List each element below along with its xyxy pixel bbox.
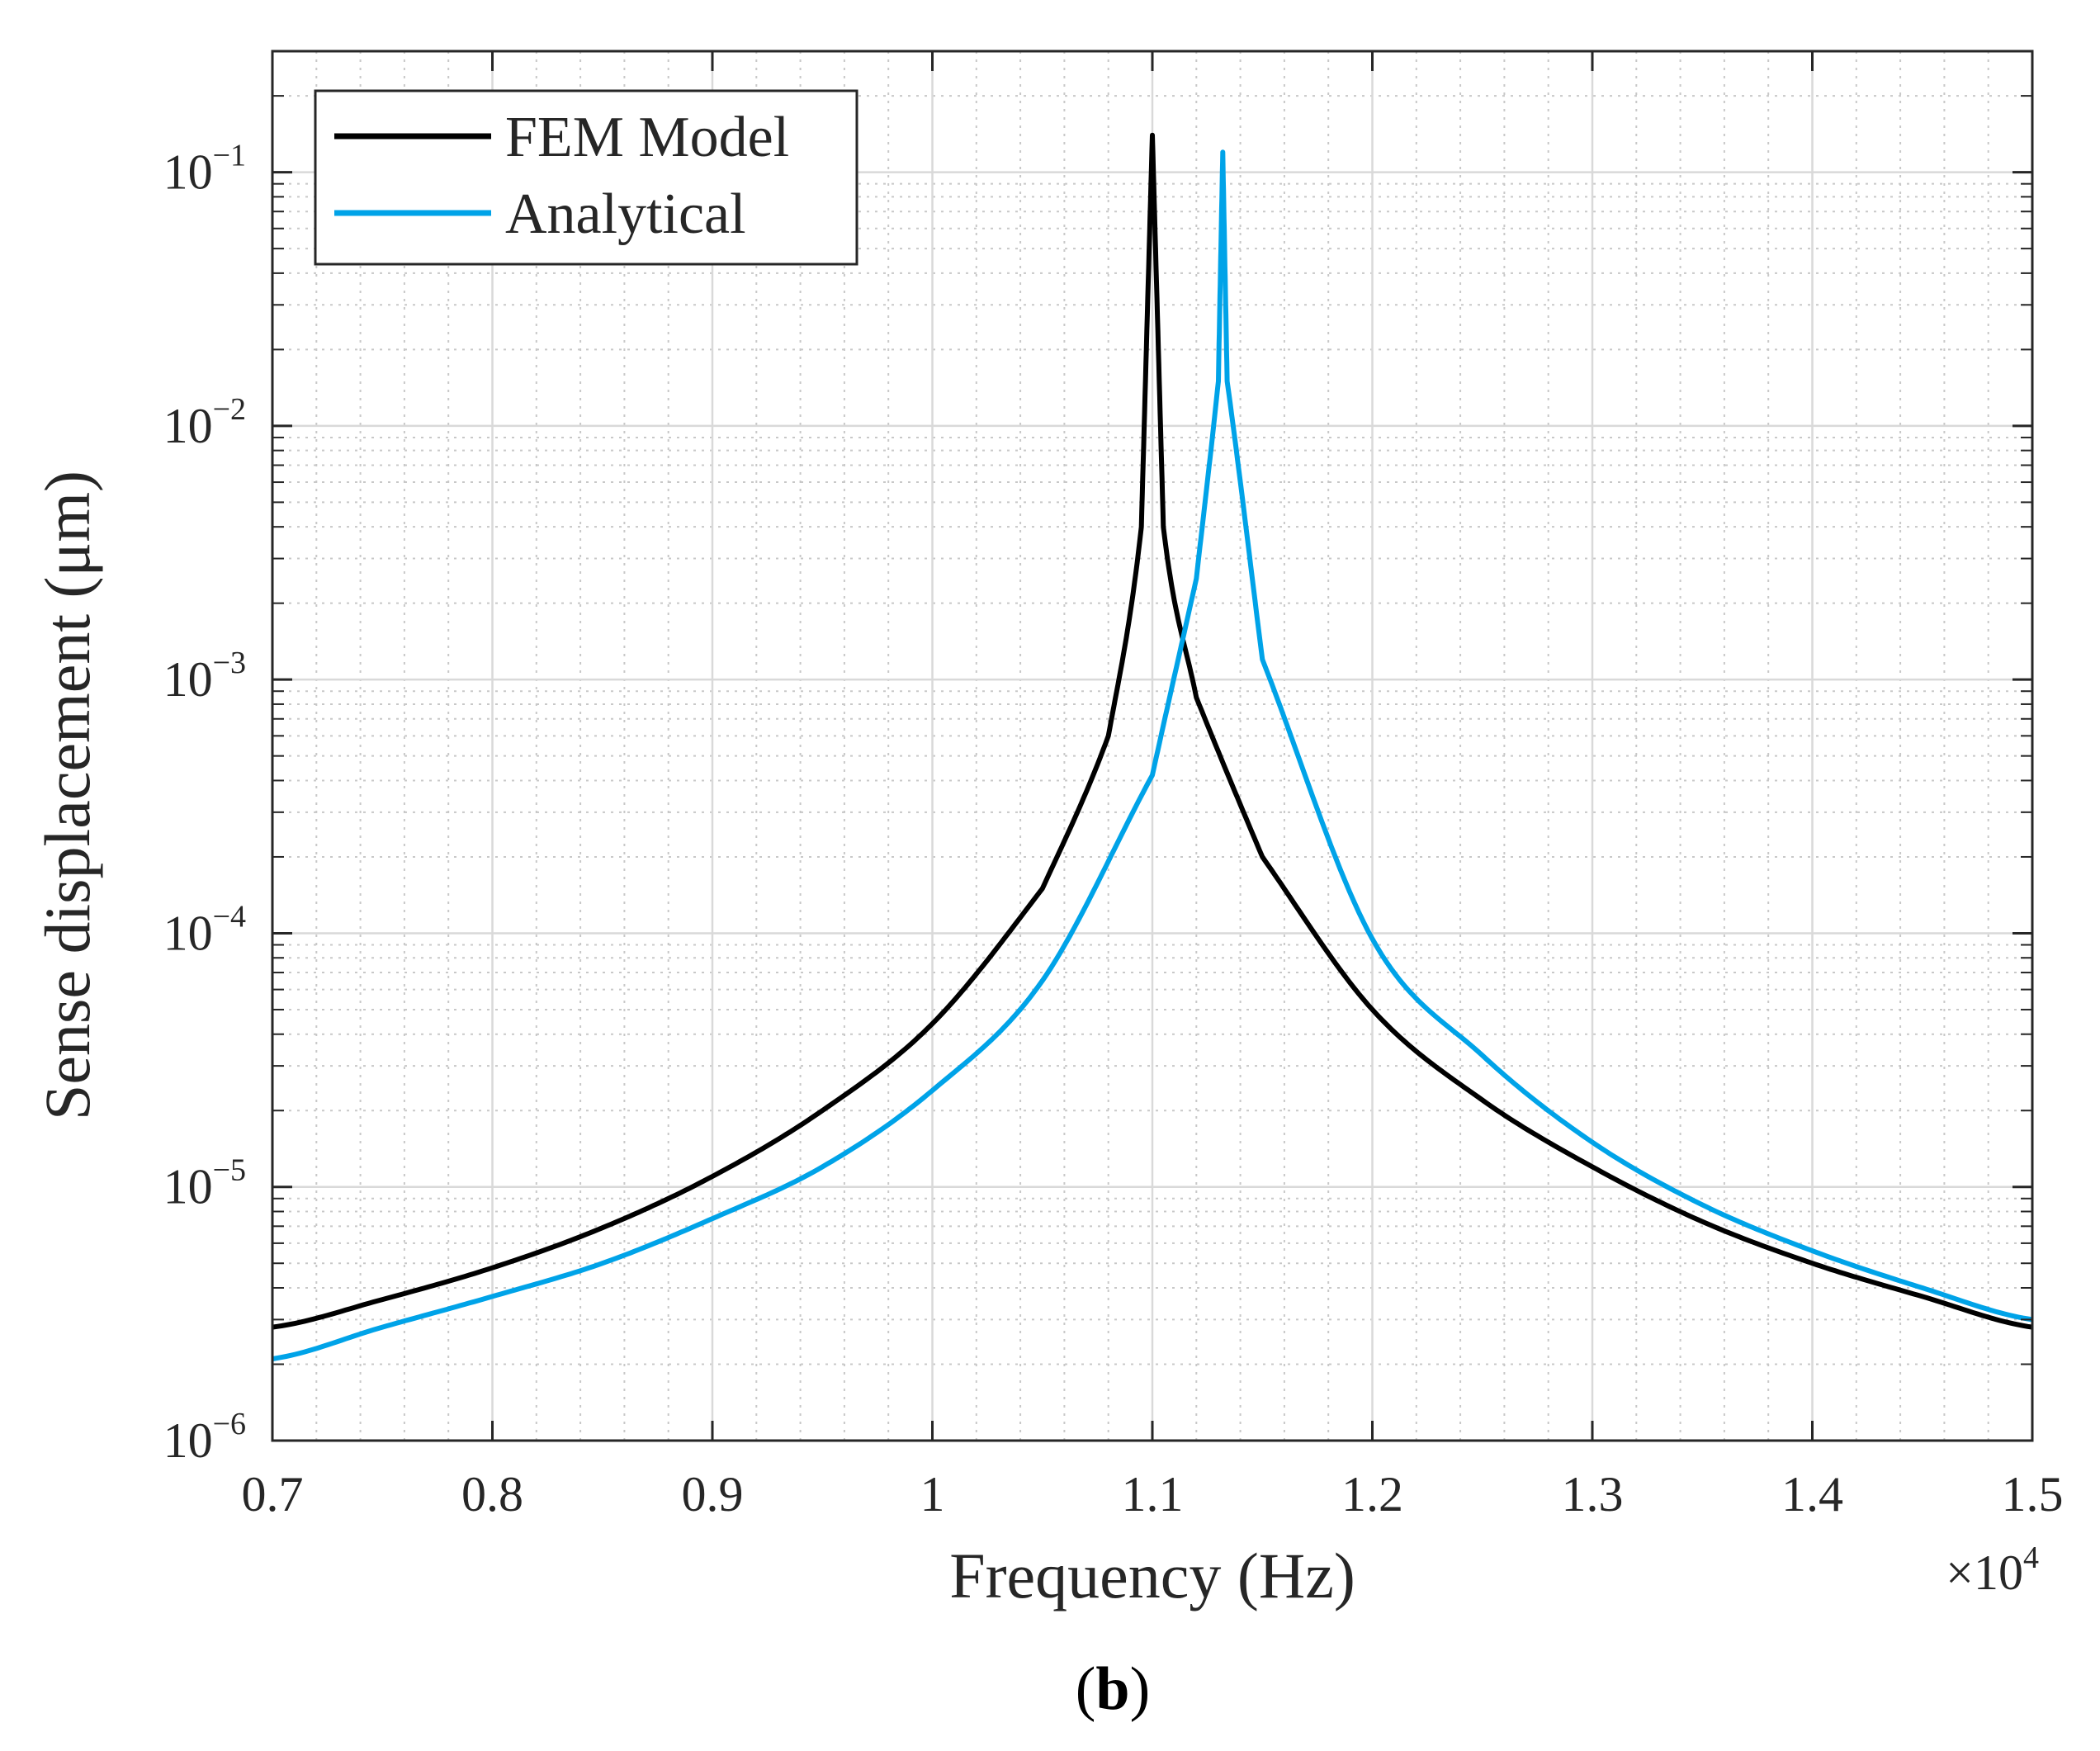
x-tick-label-0-8: 0.8 — [461, 1467, 523, 1521]
figure-caption: (b) — [1076, 1655, 1150, 1723]
y-tick-exponent: −3 — [213, 646, 246, 680]
y-tick-exponent: −4 — [213, 899, 246, 934]
x-tick-label-1: 1 — [920, 1467, 945, 1521]
x-tick-label-1-5: 1.5 — [2002, 1467, 2064, 1521]
y-tick-base: 10 — [163, 906, 213, 960]
y-tick-label-3: 10−3 — [163, 646, 246, 707]
x-axis-multiplier: ×104 — [1946, 1540, 2039, 1600]
y-tick-label-4: 10−4 — [163, 899, 246, 960]
y-tick-label-6: 10−6 — [163, 1407, 246, 1468]
x-multiplier-exponent: 4 — [2023, 1540, 2039, 1575]
x-tick-label-0-9: 0.9 — [682, 1467, 744, 1521]
series-line-fem-model — [272, 132, 2033, 1330]
series-line-analytical — [272, 149, 2033, 1361]
y-tick-label-2: 10−2 — [163, 392, 246, 453]
y-tick-base: 10 — [163, 652, 213, 707]
legend-label-fem-model: FEM Model — [505, 106, 789, 169]
x-tick-label-1-2: 1.2 — [1341, 1467, 1403, 1521]
x-tick-label-1-4: 1.4 — [1781, 1467, 1843, 1521]
y-tick-exponent: −1 — [213, 139, 246, 173]
legend[interactable]: FEM Model Analytical — [314, 89, 858, 266]
y-tick-labels: 10−610−510−410−310−210−1 — [163, 139, 246, 1468]
x-tick-labels: 0.7 0.8 0.9 1 1.1 1.2 1.3 1.4 1.5 — [242, 1467, 2064, 1521]
caption-close-paren: ) — [1130, 1655, 1151, 1723]
y-tick-exponent: −6 — [213, 1407, 246, 1441]
tick-marks — [271, 51, 2034, 1442]
x-tick-label-1-3: 1.3 — [1562, 1467, 1624, 1521]
series-layer — [272, 132, 2033, 1361]
y-tick-base: 10 — [163, 1413, 213, 1468]
x-axis-title: Frequency (Hz) — [949, 1540, 1355, 1611]
y-tick-label-1: 10−1 — [163, 139, 246, 200]
legend-box — [314, 89, 858, 266]
y-tick-exponent: −5 — [213, 1153, 246, 1188]
y-tick-base: 10 — [163, 145, 213, 200]
minor-grid — [272, 51, 2032, 1441]
y-tick-base: 10 — [163, 1160, 213, 1214]
x-multiplier-base: ×10 — [1946, 1545, 2023, 1600]
y-axis-title: Sense displacement (μm) — [31, 471, 103, 1120]
caption-letter: b — [1095, 1655, 1129, 1723]
y-tick-base: 10 — [163, 399, 213, 453]
x-tick-label-1-1: 1.1 — [1122, 1467, 1184, 1521]
x-tick-label-0-7: 0.7 — [242, 1467, 304, 1521]
y-tick-exponent: −2 — [213, 392, 246, 427]
y-tick-label-5: 10−5 — [163, 1153, 246, 1214]
legend-label-analytical: Analytical — [505, 182, 746, 246]
caption-open-paren: ( — [1076, 1655, 1096, 1723]
